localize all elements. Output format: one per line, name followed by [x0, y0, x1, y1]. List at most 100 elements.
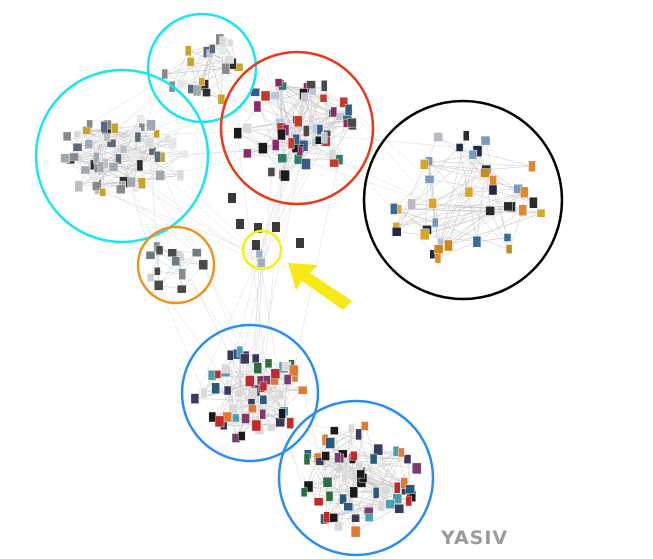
- book-node[interactable]: [306, 80, 316, 89]
- book-node[interactable]: [267, 423, 276, 432]
- book-node[interactable]: [111, 122, 119, 134]
- book-node[interactable]: [528, 160, 536, 172]
- book-node[interactable]: [392, 226, 402, 237]
- book-node[interactable]: [73, 130, 82, 140]
- book-node[interactable]: [180, 149, 189, 159]
- book-node[interactable]: [72, 143, 83, 152]
- book-node[interactable]: [176, 169, 185, 182]
- book-node[interactable]: [259, 381, 268, 392]
- book-node[interactable]: [464, 186, 474, 198]
- book-node[interactable]: [224, 55, 235, 64]
- book-node[interactable]: [267, 167, 276, 177]
- book-node[interactable]: [106, 138, 117, 148]
- book-node[interactable]: [202, 88, 211, 97]
- book-node[interactable]: [154, 267, 161, 276]
- book-node[interactable]: [339, 97, 348, 108]
- book-node[interactable]: [154, 150, 161, 163]
- book-node[interactable]: [334, 452, 341, 463]
- book-node[interactable]: [187, 84, 195, 94]
- book-node[interactable]: [171, 256, 181, 266]
- book-node[interactable]: [316, 124, 324, 135]
- book-node[interactable]: [228, 193, 236, 203]
- book-node[interactable]: [185, 45, 192, 56]
- book-node[interactable]: [154, 280, 164, 291]
- book-node[interactable]: [100, 121, 108, 133]
- book-node[interactable]: [60, 153, 70, 164]
- book-node[interactable]: [349, 486, 358, 499]
- book-node[interactable]: [275, 417, 285, 428]
- book-node[interactable]: [92, 172, 99, 182]
- book-node[interactable]: [455, 143, 464, 152]
- book-node[interactable]: [220, 363, 230, 374]
- book-node[interactable]: [529, 196, 538, 209]
- book-node[interactable]: [217, 94, 226, 105]
- book-node[interactable]: [97, 161, 105, 173]
- book-node[interactable]: [190, 393, 200, 404]
- book-node[interactable]: [372, 487, 380, 499]
- book-node[interactable]: [373, 443, 383, 456]
- book-node[interactable]: [211, 382, 220, 394]
- book-node[interactable]: [254, 223, 262, 233]
- book-node[interactable]: [392, 493, 402, 504]
- book-node[interactable]: [325, 491, 334, 502]
- book-node[interactable]: [176, 79, 187, 89]
- book-node[interactable]: [272, 222, 280, 232]
- book-node[interactable]: [134, 131, 142, 143]
- book-node[interactable]: [270, 368, 281, 379]
- book-node[interactable]: [444, 239, 453, 252]
- book-node[interactable]: [420, 228, 430, 241]
- book-node[interactable]: [321, 80, 328, 92]
- book-node[interactable]: [233, 127, 242, 139]
- book-node[interactable]: [369, 453, 378, 465]
- book-node[interactable]: [520, 186, 529, 199]
- book-node[interactable]: [232, 413, 240, 423]
- book-node[interactable]: [259, 409, 266, 420]
- book-node[interactable]: [330, 426, 339, 435]
- book-node[interactable]: [407, 198, 416, 211]
- book-node[interactable]: [155, 245, 164, 255]
- book-node[interactable]: [503, 233, 512, 242]
- book-node[interactable]: [428, 198, 437, 209]
- book-node[interactable]: [155, 170, 165, 181]
- book-node[interactable]: [146, 273, 155, 282]
- book-node[interactable]: [339, 493, 347, 505]
- book-node[interactable]: [192, 248, 202, 257]
- book-node[interactable]: [322, 477, 333, 488]
- book-node[interactable]: [129, 150, 140, 160]
- book-node[interactable]: [119, 145, 128, 154]
- book-node[interactable]: [260, 90, 271, 102]
- book-node[interactable]: [463, 130, 470, 141]
- book-node[interactable]: [242, 123, 253, 134]
- book-node[interactable]: [329, 158, 339, 168]
- book-node[interactable]: [277, 128, 286, 141]
- book-node[interactable]: [536, 208, 546, 218]
- book-node[interactable]: [270, 91, 280, 100]
- book-node[interactable]: [380, 486, 391, 495]
- book-node[interactable]: [238, 431, 246, 441]
- book-node[interactable]: [518, 204, 527, 216]
- book-node[interactable]: [253, 362, 263, 374]
- book-node[interactable]: [136, 159, 144, 172]
- book-node[interactable]: [301, 158, 311, 170]
- book-node[interactable]: [488, 184, 498, 196]
- book-node[interactable]: [361, 421, 369, 431]
- book-node[interactable]: [289, 364, 299, 377]
- book-node[interactable]: [99, 188, 107, 197]
- book-node[interactable]: [330, 106, 337, 118]
- book-node[interactable]: [198, 77, 206, 86]
- book-node[interactable]: [321, 451, 330, 461]
- book-node[interactable]: [321, 131, 328, 144]
- book-node[interactable]: [398, 447, 405, 458]
- book-node[interactable]: [394, 504, 404, 514]
- book-node[interactable]: [167, 137, 177, 149]
- book-node[interactable]: [144, 136, 155, 149]
- book-node[interactable]: [236, 219, 244, 229]
- book-node[interactable]: [303, 453, 311, 465]
- book-node[interactable]: [394, 482, 401, 494]
- book-node[interactable]: [103, 133, 111, 142]
- book-node[interactable]: [243, 148, 252, 159]
- book-node[interactable]: [424, 175, 435, 184]
- book-node[interactable]: [329, 513, 338, 523]
- book-node[interactable]: [433, 244, 444, 255]
- book-node[interactable]: [308, 113, 315, 125]
